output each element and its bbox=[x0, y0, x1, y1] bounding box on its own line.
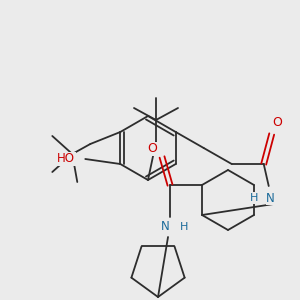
Text: O: O bbox=[272, 116, 282, 128]
Text: H: H bbox=[180, 222, 188, 232]
Text: H: H bbox=[250, 193, 258, 203]
Text: HO: HO bbox=[57, 152, 75, 166]
Text: O: O bbox=[147, 142, 157, 155]
Text: N: N bbox=[266, 191, 275, 205]
Text: N: N bbox=[160, 220, 169, 233]
